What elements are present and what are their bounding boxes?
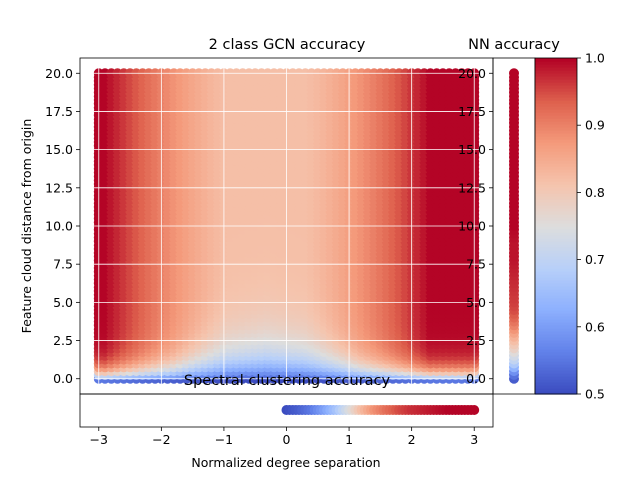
x-tick-label: 2	[408, 432, 416, 447]
x-tick-label: 0	[283, 432, 291, 447]
y-tick-label: 7.5	[53, 257, 73, 272]
y-tick-label: 10.0	[45, 219, 73, 234]
y-tick-label: 15.0	[45, 142, 73, 157]
y-tick-label: 20.0	[45, 66, 73, 81]
gcn-y-ticks: 0.0 2.5 5.0 7.5 10.0 12.5 15.0 17.5 20.0	[45, 66, 80, 386]
gcn-title: 2 class GCN accuracy	[209, 37, 366, 53]
x-tick-label: −1	[215, 432, 233, 447]
x-axis-label: Normalized degree separation	[191, 455, 380, 470]
gcn-scatter-points	[93, 68, 480, 384]
gcn-accuracy-plot: −3 −2 −1 0 1 2 3 0.0 2.5 5.0 7.5 10.0 12.5 15.0 17.5 2…	[19, 37, 493, 470]
x-tick-label: −2	[152, 432, 170, 447]
y-tick-label: 0.0	[53, 371, 73, 386]
y-tick-label: 12.5	[45, 180, 73, 195]
x-tick-label: 3	[470, 432, 478, 447]
y-tick-label: 5.0	[53, 295, 73, 310]
gcn-x-ticks: −3 −2 −1 0 1 2 3	[90, 427, 478, 447]
y-tick-label: 17.5	[45, 104, 73, 119]
y-axis-label: Feature cloud distance from origin	[19, 119, 34, 334]
x-tick-label: −3	[90, 432, 108, 447]
y-tick-label: 2.5	[53, 333, 73, 348]
gcn-grid	[80, 58, 493, 394]
x-tick-label: 1	[345, 432, 353, 447]
